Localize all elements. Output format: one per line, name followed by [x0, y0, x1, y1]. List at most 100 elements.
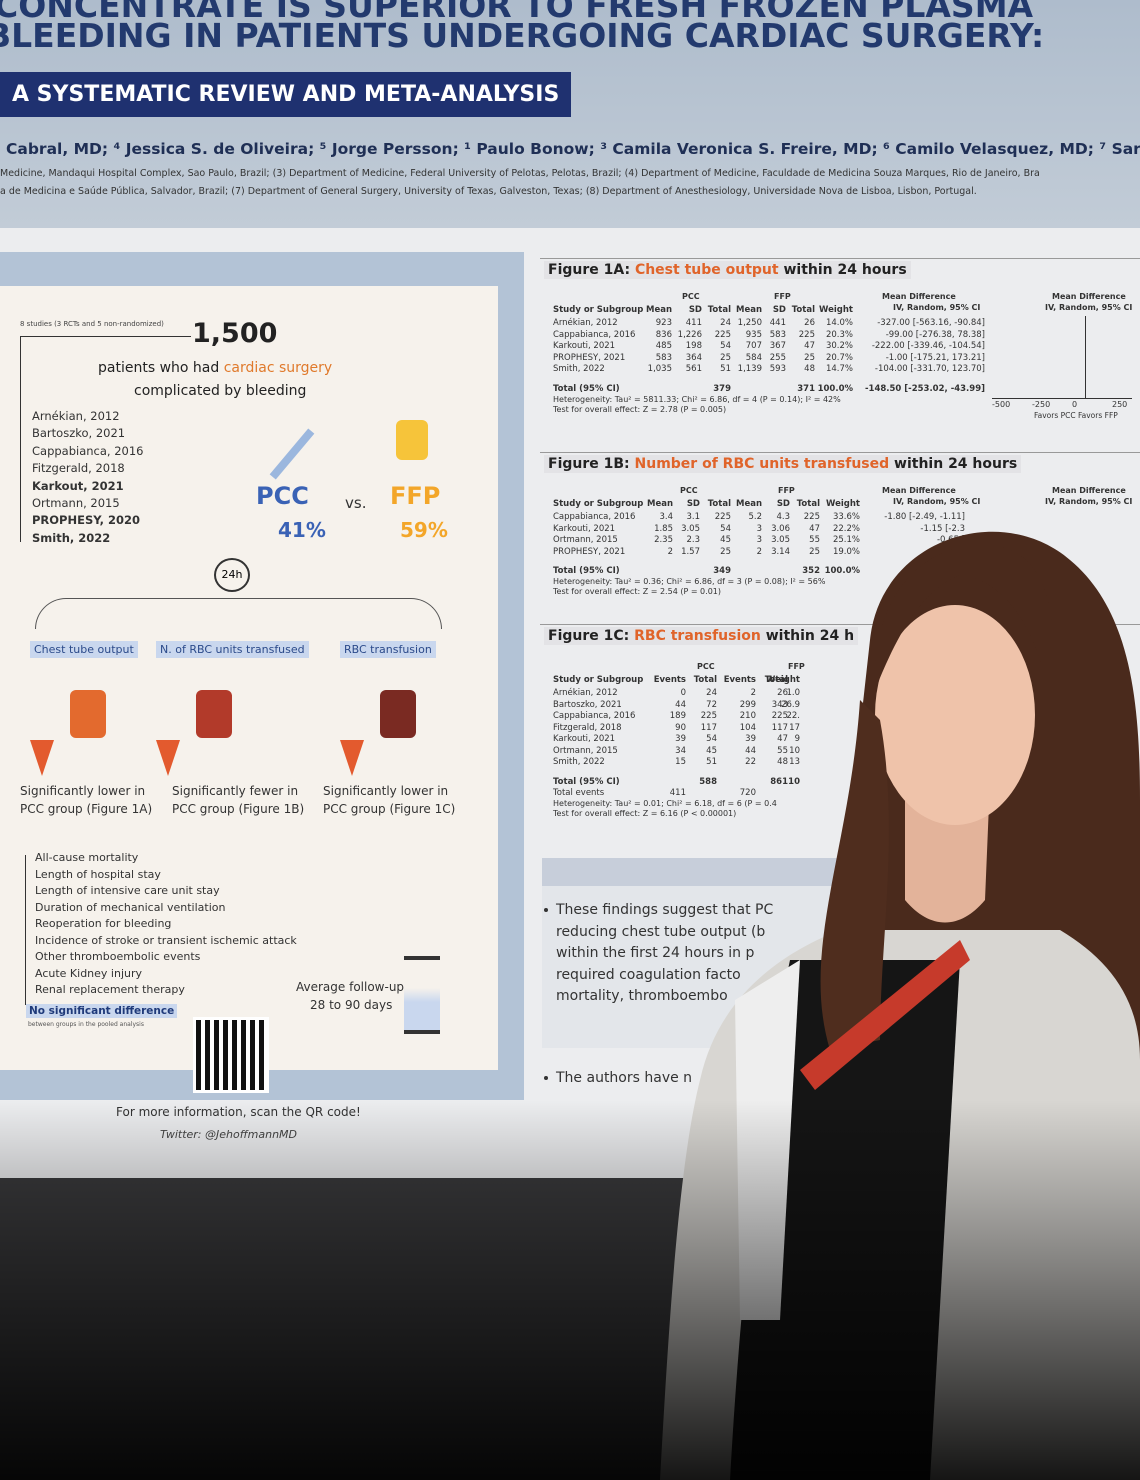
group-header: Mean Difference — [1052, 486, 1126, 495]
table-cell: 588 — [699, 776, 717, 787]
study: PROPHESY, 2020 — [32, 513, 141, 528]
table-cell: 2 — [750, 688, 756, 698]
study: Fitzgerald, 2018 — [32, 461, 125, 476]
table-cell: 255 — [769, 352, 786, 363]
table-cell: 30.2% — [825, 341, 853, 351]
table-cell: 1.57 — [681, 546, 700, 557]
axis-label: -250 — [1032, 399, 1051, 409]
total: 1,500 — [192, 318, 278, 349]
outcome-result: PCC group (Figure 1B) — [172, 802, 305, 816]
table-cell: 225 — [714, 512, 731, 522]
table-cell: 836 — [655, 329, 672, 340]
table-cell: 20.3% — [825, 329, 853, 340]
figure-title: Figure 1C: RBC transfusion within 24 h — [544, 627, 859, 645]
table-cell: 2 — [756, 546, 762, 557]
table-cell: PROPHESY, 2021 — [553, 546, 626, 557]
column-header: Mean — [646, 499, 673, 509]
table-cell: 39 — [675, 734, 686, 744]
sub-header: IV, Random, 95% CI — [1045, 497, 1133, 506]
timer: 24h — [214, 558, 250, 592]
figure-title-part: within 24 hours — [783, 262, 907, 278]
table-cell: 25.1% — [832, 535, 860, 545]
figure-title-part: within 24 h — [765, 628, 855, 644]
sub-header: IV, Random, 95% CI — [893, 303, 981, 312]
table-cell: Fitzgerald, 2018 — [553, 722, 622, 733]
table-cell: 15 — [675, 757, 686, 767]
group-header: FFP — [774, 292, 791, 301]
table-cell: Karkouti, 2021 — [553, 734, 616, 744]
affiliation: a de Medicina e Saúde Pública, Salvador,… — [0, 186, 977, 197]
table-cell: 411 — [685, 318, 702, 328]
table-cell: 25 — [804, 352, 815, 363]
column-header: Total — [764, 675, 788, 685]
table-cell: 411 — [669, 787, 686, 798]
table-cell: 198 — [685, 341, 702, 351]
table-cell: 47 — [777, 734, 788, 744]
table-note: Heterogeneity: Tau² = 0.01; Chi² = 6.18,… — [553, 798, 777, 808]
column-header: Mean — [645, 305, 672, 315]
bullet — [544, 1075, 548, 1080]
column-header: Study or Subgroup — [553, 675, 644, 685]
study: Smith, 2022 — [32, 530, 111, 545]
table-cell: Arnékian, 2012 — [553, 318, 618, 328]
table-cell: Karkouti, 2021 — [553, 523, 616, 534]
group-header: PCC — [682, 292, 700, 301]
figure-title-part: within 24 hours — [894, 456, 1018, 472]
study: Karkout, 2021 — [32, 478, 124, 493]
table-cell: 100.0% — [817, 383, 853, 394]
table-cell: Ortmann, 2015 — [553, 535, 618, 545]
table-cell: Total (95% CI) — [553, 566, 620, 576]
outcome-tag: Chest tube output — [30, 641, 138, 658]
bullet — [544, 908, 548, 912]
table-cell: 861 — [770, 776, 788, 787]
down-arrow — [340, 740, 364, 776]
table-cell: 1,139 — [737, 364, 762, 374]
table-cell: 3 — [756, 535, 762, 545]
group-header: FFP — [788, 662, 805, 671]
column-header: Mean — [735, 305, 762, 315]
patients-line: complicated by bleeding — [134, 383, 307, 399]
outcome-result: PCC group (Figure 1C) — [323, 802, 456, 816]
table-cell: 3.05 — [771, 535, 790, 545]
figure-title-part: Number of RBC units transfused — [634, 456, 890, 472]
table-cell: 48 — [777, 757, 788, 767]
outcome-result: PCC group (Figure 1A) — [20, 802, 153, 816]
column-header: Weight — [766, 675, 800, 685]
column-header: Weight — [826, 499, 860, 509]
shadow — [0, 1100, 1140, 1480]
column-header: SD — [686, 499, 700, 509]
studies-note: 8 studies (3 RCTs and 5 non-randomized) — [20, 320, 164, 328]
outcome-bracket — [25, 855, 32, 1005]
table-cell: 561 — [685, 364, 702, 374]
table-cell: -327.00 [-563.16, -90.84] — [877, 318, 985, 328]
table-cell: -1.15 [-2.3 — [920, 523, 965, 534]
forest-axis — [992, 397, 1132, 399]
table-cell: 299 — [739, 699, 756, 710]
table-cell: 3 — [756, 523, 762, 534]
no-difference-note: between groups in the pooled analysis — [28, 1021, 144, 1028]
column-header: Study or Subgroup — [553, 499, 644, 509]
table-cell: 720 — [739, 787, 756, 798]
favors: Favors PCC Favors FFP — [1034, 410, 1118, 420]
study: Bartoszko, 2021 — [32, 426, 126, 441]
table-cell: 25 — [720, 546, 731, 557]
table-cell: 47 — [809, 523, 820, 534]
table-cell: 20.7% — [825, 352, 853, 363]
outcome-result: Significantly lower in — [20, 784, 146, 798]
table-cell: 22 — [745, 757, 756, 767]
table-cell: Arnékian, 2012 — [553, 688, 618, 698]
outcome-result: Significantly fewer in — [172, 784, 299, 798]
table-cell: 22. — [786, 711, 800, 721]
column-header: Weight — [819, 305, 853, 315]
text: patients who had — [98, 360, 224, 376]
table-cell: 1,035 — [647, 364, 672, 374]
table-cell: 2 — [667, 546, 673, 557]
other-outcome: Length of hospital stay — [35, 867, 161, 881]
table-cell: 485 — [655, 341, 672, 351]
table-cell: Karkouti, 2021 — [553, 341, 616, 351]
table-cell: PROPHESY, 2021 — [553, 352, 626, 363]
other-outcome: Renal replacement therapy — [35, 983, 185, 996]
table-cell: 1,226 — [677, 329, 702, 340]
table-cell: 225 — [798, 329, 815, 340]
